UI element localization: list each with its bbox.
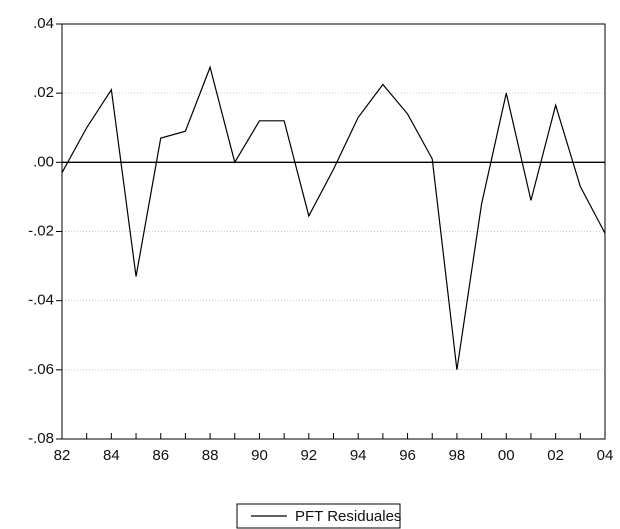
x-tick-label: 90 — [251, 447, 268, 464]
x-tick-label: 00 — [498, 447, 515, 464]
x-tick-label: 88 — [202, 447, 219, 464]
series-line — [61, 65, 606, 370]
y-tick-label: -.02 — [28, 222, 54, 239]
y-tick-label: -.06 — [28, 361, 54, 378]
y-tick-label: .04 — [33, 15, 54, 32]
y-tick-label: .00 — [33, 153, 54, 170]
x-tick-label: 82 — [54, 447, 71, 464]
x-tick-label: 84 — [103, 447, 120, 464]
x-tick-label: 92 — [300, 447, 317, 464]
y-tick-label: -.08 — [28, 430, 54, 447]
x-tick-label: 04 — [597, 447, 614, 464]
x-tick-label: 86 — [152, 447, 169, 464]
x-tick-label: 98 — [449, 447, 466, 464]
legend-label: PFT Residuales — [295, 508, 401, 525]
y-tick-label: .02 — [33, 84, 54, 101]
y-tick-label: -.04 — [28, 292, 54, 309]
x-tick-label: 02 — [547, 447, 564, 464]
x-tick-label: 94 — [350, 447, 367, 464]
x-tick-label: 96 — [399, 447, 416, 464]
